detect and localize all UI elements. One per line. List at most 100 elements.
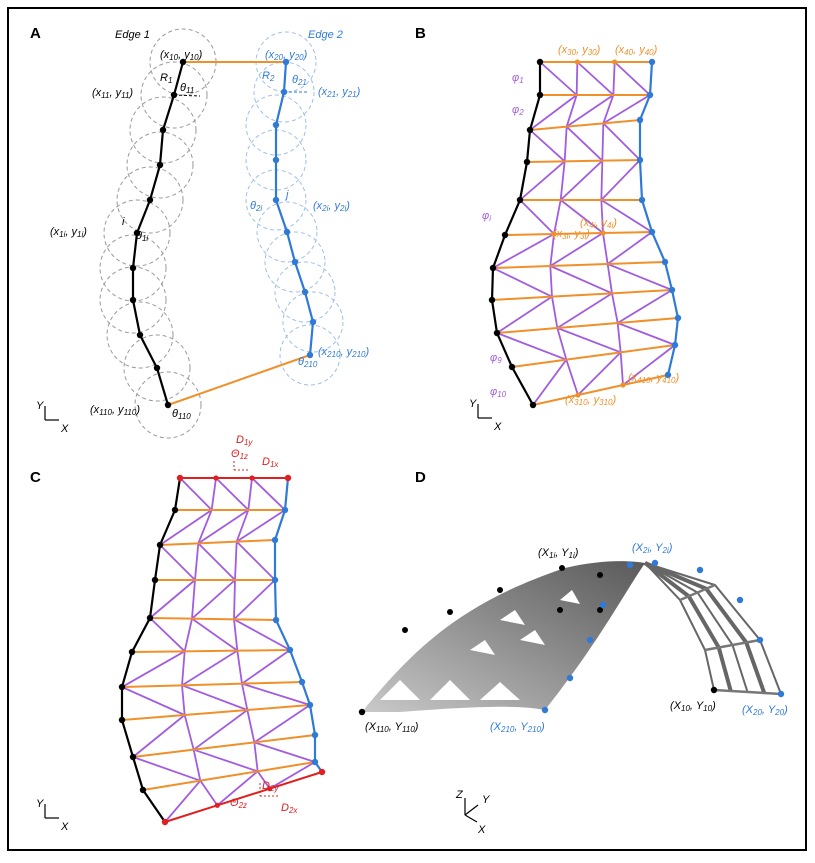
strut [179,477,213,511]
node [636,156,644,164]
strut [132,756,201,782]
strut [529,94,578,131]
rib [149,617,193,620]
node [668,286,676,294]
shell-opening [520,630,545,645]
reach-circle [264,231,326,293]
node [159,126,167,134]
strut [236,541,276,581]
strut [600,199,604,234]
strut [247,477,253,511]
strut [121,650,186,688]
rib [529,125,567,131]
reach-circle [140,61,208,129]
reach-circle [134,371,202,439]
strut [241,683,249,711]
rib [566,122,604,128]
strut [183,618,193,652]
reach-circle [116,166,184,234]
rib [269,771,323,790]
node [139,786,147,794]
edge-title: Edge 2 [308,29,343,41]
strut [549,233,555,267]
strut [539,61,578,96]
node [626,561,634,569]
strut [254,741,316,763]
node [586,636,594,644]
strut [616,322,622,353]
node [179,58,187,66]
strut [233,619,239,651]
label: (x20, y20) [265,49,308,62]
panel-letter: A [30,25,41,42]
rib [602,231,653,234]
label: i [122,216,125,228]
strut [602,122,641,161]
node [497,587,503,593]
node [272,156,280,164]
rib [217,787,270,807]
rib [532,394,579,406]
node [636,116,644,124]
node [557,607,563,613]
strut [215,477,249,511]
label: (x40, y40) [615,44,658,57]
strut [553,199,562,235]
strut [549,232,604,267]
strut [193,709,248,751]
node [638,196,646,204]
label: D1y [236,434,253,447]
strut [269,761,316,790]
rib [193,741,255,751]
node [358,708,366,716]
axis-label: X [493,421,502,433]
strut [600,199,653,233]
boundary [273,477,323,773]
label: (x2i, y2i) [313,200,350,213]
label: φ9 [490,352,502,365]
rib [504,233,555,236]
node [612,59,618,65]
arch-rib [644,562,782,695]
label: θ21 [292,74,307,87]
strut [600,159,641,201]
node [164,401,172,409]
strut [565,359,579,396]
node [646,91,654,99]
strut [159,544,196,581]
node [213,475,219,481]
label: (x310, y310) [565,394,617,407]
strut [602,94,615,124]
rib [236,539,276,543]
label: (x110, y110) [90,404,140,417]
connector [167,354,311,406]
strut [233,579,236,620]
label: φ2 [512,104,524,117]
label: (x1i, y1i) [50,226,87,239]
node [214,802,220,808]
node [272,616,280,624]
rib [492,265,551,269]
node [306,351,314,359]
label: (X20, Y20) [742,704,788,717]
node [566,674,574,682]
node [156,161,164,169]
label: (x3i, y3i) [553,228,590,241]
reach-circle [274,261,336,323]
label: θ11 [180,82,194,95]
node [272,196,280,204]
rib [564,159,603,163]
node [118,683,126,691]
rib [247,704,311,711]
axis-label: Z [455,789,464,801]
node [298,678,306,686]
strut [601,123,605,161]
shell-opening [500,610,525,625]
strut [149,579,196,619]
node [283,228,291,236]
node [541,706,549,714]
rib [184,649,238,653]
strut [559,161,566,201]
node [271,576,279,584]
strut [236,509,286,543]
